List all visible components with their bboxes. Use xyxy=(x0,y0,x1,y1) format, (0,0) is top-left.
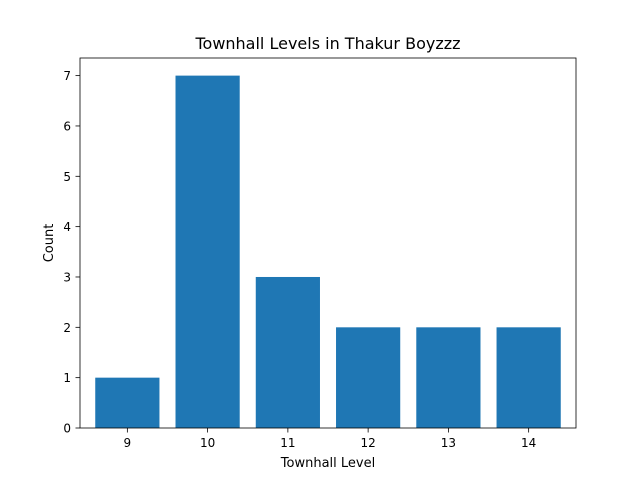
bars-group xyxy=(95,75,561,428)
y-tick-label: 2 xyxy=(63,321,71,335)
bar-13 xyxy=(416,327,481,428)
chart-title: Townhall Levels in Thakur Boyzzz xyxy=(194,34,460,53)
x-axis: 9 10 11 12 13 14 xyxy=(124,428,536,450)
bar-11 xyxy=(255,276,320,428)
x-tick-label: 14 xyxy=(521,436,536,450)
bar-10 xyxy=(175,75,240,428)
x-tick-label: 10 xyxy=(200,436,215,450)
x-axis-label: Townhall Level xyxy=(280,456,375,471)
plot-frame xyxy=(79,57,577,429)
bar-12 xyxy=(336,327,401,428)
y-tick-label: 0 xyxy=(63,422,71,436)
y-tick-label: 3 xyxy=(63,270,71,284)
x-tick-label: 12 xyxy=(360,436,375,450)
y-tick-label: 5 xyxy=(63,170,71,184)
y-tick-label: 6 xyxy=(63,119,71,133)
y-tick-label: 7 xyxy=(63,69,71,83)
y-tick-label: 4 xyxy=(63,220,71,234)
x-tick-label: 11 xyxy=(280,436,295,450)
x-tick-label: 13 xyxy=(441,436,456,450)
x-tick-label: 9 xyxy=(124,436,132,450)
bar-9 xyxy=(95,377,160,428)
y-axis: 0 1 2 3 4 5 6 7 xyxy=(63,69,80,436)
bar-14 xyxy=(496,327,561,428)
y-tick-label: 1 xyxy=(63,371,71,385)
y-axis-label: Count xyxy=(42,224,57,263)
